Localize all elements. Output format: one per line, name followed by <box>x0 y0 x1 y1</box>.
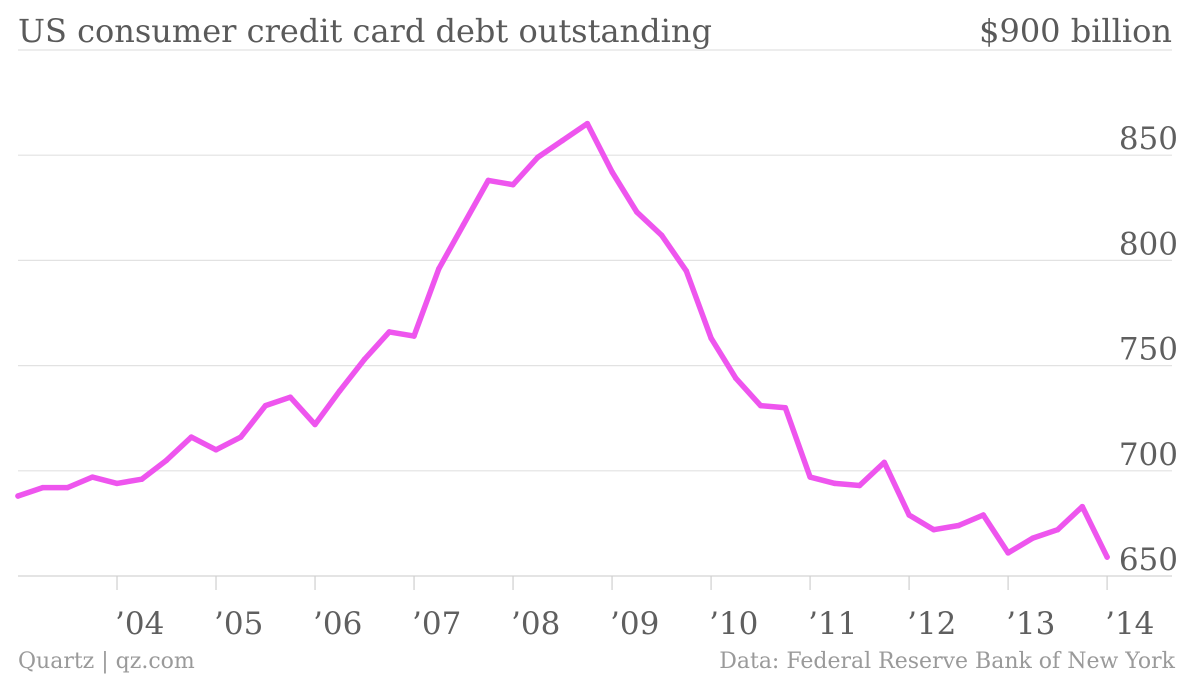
footer-source-left: Quartz | qz.com <box>18 649 195 674</box>
x-axis: ’04 ’05 ’06 ’07 ’08 ’09 ’10 ’11 ’12 ’13 ’14 <box>115 576 1154 642</box>
data-point <box>1104 554 1110 560</box>
x-tick-label-2013: ’13 <box>1006 606 1055 642</box>
data-point <box>881 459 888 466</box>
data-point <box>436 266 442 272</box>
data-point <box>411 333 417 339</box>
series-line-0 <box>15 120 1110 560</box>
x-tick-label-2008: ’08 <box>511 606 560 642</box>
data-point <box>906 512 912 518</box>
x-tick-label-2007: ’07 <box>412 606 461 642</box>
x-tick-label-2011: ’11 <box>808 606 857 642</box>
y-axis-top-label: $900 billion <box>979 12 1172 50</box>
data-point <box>89 474 96 480</box>
x-tick-label-2010: ’10 <box>709 606 758 642</box>
data-point <box>287 394 294 400</box>
data-point <box>188 434 195 440</box>
x-tick-label-2014: ’14 <box>1105 606 1154 642</box>
data-point <box>584 120 591 127</box>
y-tick-label-700: 700 <box>1119 437 1178 473</box>
footer-source-right: Data: Federal Reserve Bank of New York <box>719 649 1175 674</box>
data-point <box>535 154 541 161</box>
data-point <box>114 480 120 487</box>
y-tick-labels: 650 700 750 800 850 <box>1119 121 1178 578</box>
series-group <box>15 120 1110 560</box>
data-point <box>1054 526 1061 533</box>
data-point <box>757 402 764 409</box>
data-point <box>931 526 937 533</box>
data-point <box>856 482 863 489</box>
data-point <box>1005 550 1011 556</box>
data-point <box>609 169 615 175</box>
chart-title: US consumer credit card debt outstanding <box>18 12 712 50</box>
data-point <box>213 447 219 453</box>
y-tick-label-800: 800 <box>1119 226 1178 262</box>
data-point <box>485 177 492 184</box>
data-point <box>460 221 467 228</box>
data-point <box>510 181 516 188</box>
data-point <box>139 476 145 482</box>
data-point <box>337 388 343 394</box>
y-tick-label-850: 850 <box>1119 121 1178 157</box>
data-point <box>40 484 46 491</box>
data-point <box>312 421 318 428</box>
x-tick-label-2004: ’04 <box>115 606 164 642</box>
data-point <box>708 335 714 341</box>
data-point <box>238 434 244 440</box>
data-point <box>658 232 665 238</box>
data-point <box>64 484 71 491</box>
x-tick-label-2006: ’06 <box>313 606 362 642</box>
x-tick-label-2012: ’12 <box>907 606 956 642</box>
data-point <box>386 329 393 335</box>
data-point <box>1030 535 1036 541</box>
data-point <box>832 480 838 487</box>
data-point <box>634 209 640 215</box>
data-point <box>807 474 813 480</box>
data-point <box>361 356 368 363</box>
data-point <box>163 457 170 464</box>
data-point <box>683 268 690 274</box>
grid <box>18 49 1172 577</box>
data-point <box>559 137 566 144</box>
y-tick-label-650: 650 <box>1119 542 1178 578</box>
data-point <box>733 375 739 381</box>
x-tick-label-2005: ’05 <box>214 606 263 642</box>
x-tick-label-2009: ’09 <box>610 606 659 642</box>
data-point <box>980 512 987 518</box>
data-point <box>262 402 269 409</box>
data-point <box>782 404 789 411</box>
y-tick-label-750: 750 <box>1119 332 1178 368</box>
data-point <box>955 522 962 529</box>
data-point <box>15 493 21 499</box>
data-point <box>1079 503 1086 510</box>
